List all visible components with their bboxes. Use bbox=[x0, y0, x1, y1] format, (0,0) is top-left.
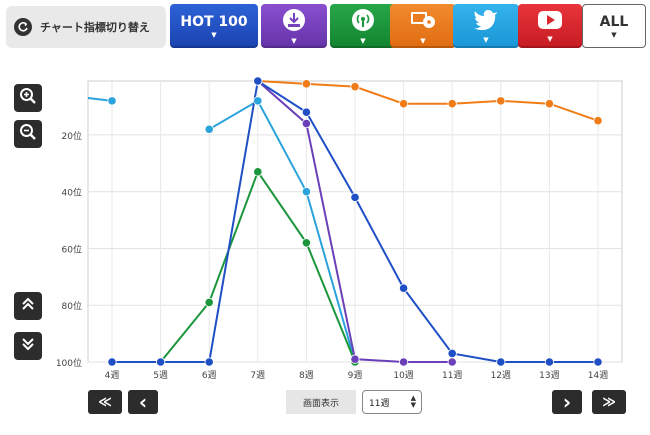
data-point bbox=[204, 357, 214, 367]
zoom-in-button[interactable] bbox=[14, 84, 42, 112]
chevron-down-icon: ▼ bbox=[611, 30, 617, 39]
x-tick-label: 12週 bbox=[491, 370, 511, 380]
y-tick-label: 20位 bbox=[62, 130, 82, 142]
download-icon bbox=[282, 8, 306, 36]
x-tick-label: 11週 bbox=[442, 370, 462, 380]
x-tick-label: 9週 bbox=[348, 370, 363, 380]
double-chevron-right-icon: ≫ bbox=[602, 394, 616, 410]
tab-all-label: ALL bbox=[599, 13, 629, 30]
chart-switch-text: チャート指標切り替え bbox=[40, 21, 150, 34]
y-tick-label: 100位 bbox=[56, 357, 82, 369]
data-point bbox=[593, 357, 603, 367]
data-point bbox=[544, 357, 555, 367]
x-tick-label: 6週 bbox=[202, 370, 217, 380]
scroll-down-button[interactable] bbox=[14, 332, 42, 360]
tab-hot100[interactable]: HOT 100 ▼ bbox=[170, 4, 258, 48]
chart-switch-label: チャート指標切り替え bbox=[6, 6, 166, 48]
tab-hot100-label: HOT 100 bbox=[180, 13, 248, 30]
chevron-down-icon: ▼ bbox=[211, 30, 217, 39]
data-point bbox=[447, 348, 457, 359]
data-point bbox=[253, 96, 263, 106]
data-point bbox=[350, 82, 360, 92]
x-tick-label: 10週 bbox=[393, 370, 413, 380]
double-chevron-up-icon bbox=[20, 296, 36, 316]
x-tick-label: 5週 bbox=[153, 370, 168, 380]
data-point bbox=[253, 167, 263, 177]
data-point bbox=[301, 107, 311, 117]
data-point bbox=[544, 99, 555, 109]
tab-tv[interactable]: ▼ bbox=[390, 4, 456, 48]
y-tick-label: 40位 bbox=[62, 187, 82, 199]
data-point bbox=[398, 99, 409, 109]
x-tick-label: 8週 bbox=[299, 370, 314, 380]
chevron-down-icon: ▼ bbox=[291, 36, 297, 45]
chevron-down-icon: ▼ bbox=[420, 36, 426, 45]
select-arrows-icon: ▲ ▼ bbox=[410, 394, 416, 409]
zoom-out-icon bbox=[19, 123, 37, 145]
tab-radio[interactable]: ▼ bbox=[330, 4, 396, 48]
data-point bbox=[350, 192, 360, 202]
refresh-icon bbox=[14, 18, 32, 36]
data-point bbox=[398, 357, 409, 367]
tv-disc-icon bbox=[410, 8, 436, 36]
last-page-button[interactable]: ≫ bbox=[592, 390, 626, 414]
data-point bbox=[447, 357, 457, 367]
youtube-play-icon bbox=[537, 10, 563, 34]
x-tick-label: 4週 bbox=[105, 370, 120, 380]
view-range-select[interactable]: 11週 ▲ ▼ bbox=[362, 390, 422, 414]
zoom-in-icon bbox=[19, 87, 37, 109]
data-point bbox=[301, 118, 311, 129]
chevron-down-icon: ▼ bbox=[483, 35, 489, 44]
data-point bbox=[496, 96, 506, 106]
data-point bbox=[350, 354, 360, 364]
data-point bbox=[301, 79, 311, 89]
data-point bbox=[204, 297, 214, 307]
series-line bbox=[257, 80, 599, 122]
scroll-up-button[interactable] bbox=[14, 292, 42, 320]
data-point bbox=[107, 96, 117, 106]
prev-page-button[interactable]: ‹ bbox=[128, 390, 158, 414]
chevron-right-icon: › bbox=[562, 390, 572, 414]
x-tick-label: 14週 bbox=[588, 370, 608, 380]
twitter-bird-icon bbox=[473, 9, 499, 35]
x-tick-label: 13週 bbox=[539, 370, 559, 380]
data-point bbox=[107, 357, 117, 367]
data-point bbox=[301, 238, 311, 248]
data-point bbox=[253, 76, 263, 86]
data-point bbox=[301, 187, 311, 197]
tab-youtube[interactable]: ▼ bbox=[518, 4, 582, 48]
data-point bbox=[156, 357, 166, 367]
data-point bbox=[204, 124, 214, 134]
y-tick-label: 60位 bbox=[62, 243, 82, 255]
y-tick-label: 80位 bbox=[62, 300, 82, 312]
x-tick-label: 7週 bbox=[250, 370, 265, 380]
data-point bbox=[496, 357, 506, 367]
chevron-down-icon: ▼ bbox=[360, 36, 366, 45]
tab-download[interactable]: ▼ bbox=[261, 4, 327, 48]
chart-toolbar: チャート指標切り替え HOT 100 ▼ ▼ bbox=[4, 4, 646, 48]
first-page-button[interactable]: ≪ bbox=[88, 390, 122, 414]
radio-broadcast-icon bbox=[351, 8, 375, 36]
chevron-down-icon: ▼ bbox=[547, 34, 553, 43]
chevron-left-icon: ‹ bbox=[138, 390, 148, 414]
double-chevron-left-icon: ≪ bbox=[98, 394, 112, 410]
zoom-out-button[interactable] bbox=[14, 120, 42, 148]
data-point bbox=[447, 99, 457, 109]
data-point bbox=[398, 283, 409, 293]
double-chevron-down-icon bbox=[20, 336, 36, 356]
series-line bbox=[208, 99, 356, 363]
view-range-value: 11週 bbox=[369, 398, 390, 409]
view-range-label: 画面表示 bbox=[286, 390, 356, 414]
next-page-button[interactable]: › bbox=[552, 390, 582, 414]
rank-line-chart: 20位 40位 60位 80位 100位 4週 5週 6週 7週 8週 9週 10週 11週 12週 13週… bbox=[56, 76, 623, 380]
tab-twitter[interactable]: ▼ bbox=[453, 4, 519, 48]
tab-all[interactable]: ALL ▼ bbox=[582, 4, 646, 48]
data-point bbox=[593, 116, 603, 126]
